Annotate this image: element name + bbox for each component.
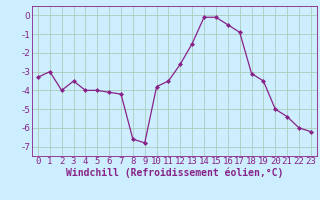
X-axis label: Windchill (Refroidissement éolien,°C): Windchill (Refroidissement éolien,°C) — [66, 168, 283, 178]
